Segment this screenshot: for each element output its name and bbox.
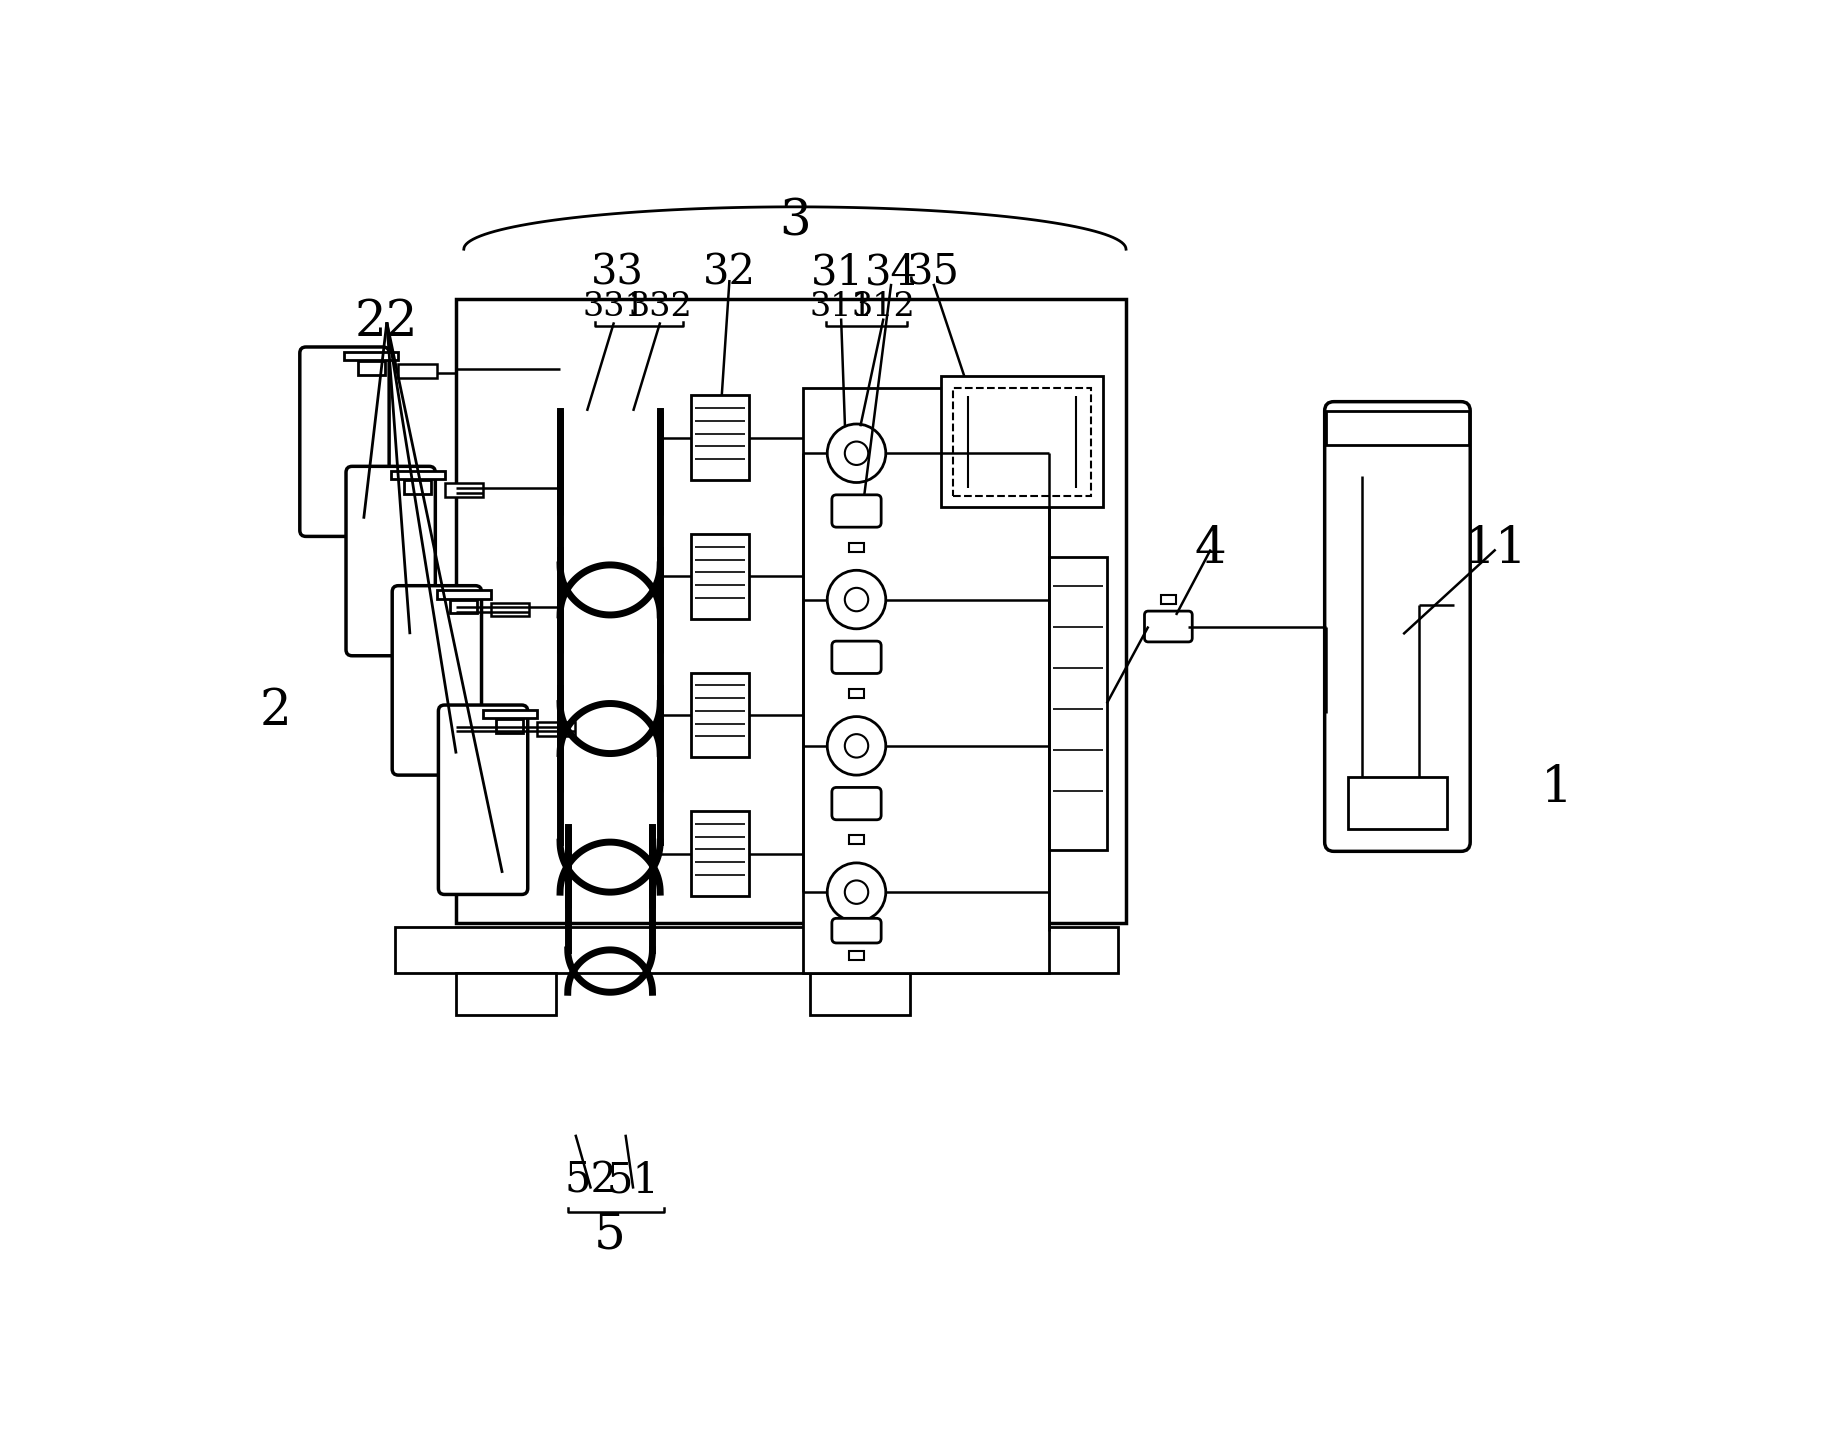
Text: 3: 3 xyxy=(780,198,811,247)
Text: 34: 34 xyxy=(866,251,918,293)
Text: 312: 312 xyxy=(851,291,915,323)
FancyBboxPatch shape xyxy=(438,705,528,894)
Bar xyxy=(444,484,484,497)
Text: 5: 5 xyxy=(593,1210,626,1260)
Bar xyxy=(1161,596,1176,604)
Bar xyxy=(491,603,530,617)
Bar xyxy=(345,352,398,360)
Bar xyxy=(484,710,537,718)
Text: 331: 331 xyxy=(582,291,646,323)
Bar xyxy=(953,387,1092,495)
FancyBboxPatch shape xyxy=(1145,611,1192,641)
Bar xyxy=(497,719,522,733)
Bar xyxy=(811,973,911,1016)
Bar xyxy=(404,481,431,494)
Bar xyxy=(1326,410,1468,445)
Text: 52: 52 xyxy=(564,1159,617,1203)
Bar xyxy=(449,600,477,613)
Bar xyxy=(358,360,385,375)
FancyBboxPatch shape xyxy=(299,347,389,537)
FancyBboxPatch shape xyxy=(833,918,882,943)
Bar xyxy=(803,387,1048,973)
FancyBboxPatch shape xyxy=(1324,402,1470,851)
Text: 33: 33 xyxy=(592,251,645,293)
Bar xyxy=(849,835,864,844)
Bar xyxy=(690,673,749,758)
FancyBboxPatch shape xyxy=(345,466,435,656)
Bar xyxy=(537,722,575,736)
Bar xyxy=(1348,778,1448,829)
Text: 35: 35 xyxy=(908,251,960,293)
Bar xyxy=(849,542,864,552)
Bar xyxy=(690,396,749,481)
Text: 2: 2 xyxy=(259,686,290,736)
Text: 32: 32 xyxy=(703,251,756,293)
Bar xyxy=(849,689,864,697)
Text: 311: 311 xyxy=(809,291,873,323)
Text: 11: 11 xyxy=(1464,525,1528,574)
Text: 1: 1 xyxy=(1541,763,1574,812)
Text: 332: 332 xyxy=(628,291,692,323)
Text: 4: 4 xyxy=(1194,525,1227,574)
FancyBboxPatch shape xyxy=(833,788,882,819)
FancyBboxPatch shape xyxy=(833,641,882,673)
Bar xyxy=(1048,557,1107,850)
Text: 51: 51 xyxy=(606,1159,659,1203)
Bar xyxy=(456,300,1127,923)
Text: 31: 31 xyxy=(811,251,864,293)
Bar xyxy=(849,950,864,960)
FancyBboxPatch shape xyxy=(393,585,482,775)
Bar xyxy=(394,927,1118,973)
Bar xyxy=(436,590,491,598)
Bar xyxy=(398,364,436,377)
Bar xyxy=(456,973,557,1016)
Bar xyxy=(690,811,749,895)
Text: 22: 22 xyxy=(354,297,418,347)
FancyBboxPatch shape xyxy=(833,495,882,527)
Bar xyxy=(940,376,1103,507)
Bar xyxy=(391,471,444,479)
Bar xyxy=(690,534,749,618)
